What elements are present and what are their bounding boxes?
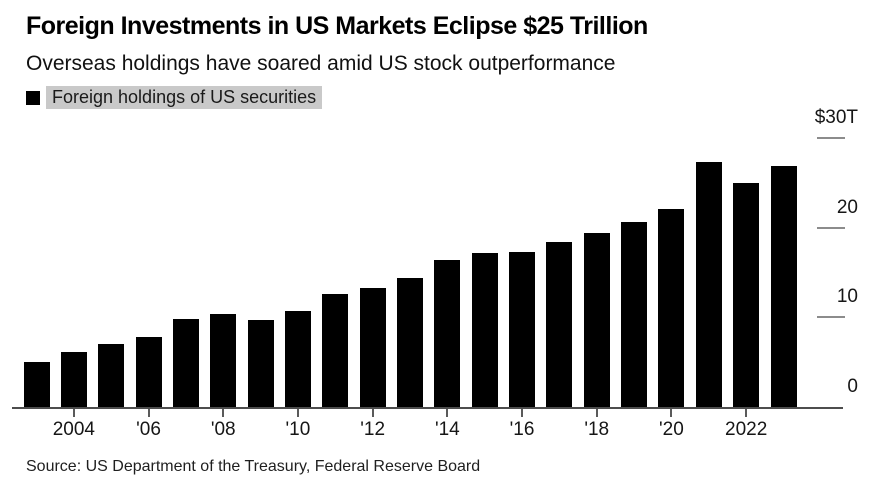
- bar-2006: [135, 337, 162, 407]
- bar-2013: [397, 277, 423, 407]
- x-axis-label-2018: '18: [584, 419, 610, 440]
- bar-2019: [621, 222, 648, 407]
- x-axis-label-2010: '10: [285, 419, 311, 440]
- y-axis-label-0: 0: [847, 376, 858, 397]
- x-axis-tick-2016: [521, 409, 524, 417]
- chart-subtitle: Overseas holdings have soared amid US st…: [26, 52, 616, 75]
- x-axis-tick-2004: [72, 409, 75, 417]
- bar-2015: [471, 252, 498, 407]
- x-axis-label-2004: 2004: [52, 419, 95, 440]
- legend-label: Foreign holdings of US securities: [46, 86, 323, 109]
- bar-2021: [695, 162, 722, 407]
- x-axis-tick-2010: [296, 409, 299, 417]
- x-axis-tick-2022: [745, 409, 748, 417]
- bar-2003: [23, 362, 50, 407]
- y-axis-tick-20: [817, 226, 845, 229]
- x-axis-label-2008: '08: [210, 419, 236, 440]
- bar-2004: [60, 352, 87, 407]
- bar-2008: [210, 313, 237, 407]
- x-axis-label-2020: '20: [659, 419, 684, 440]
- bar-2007: [172, 319, 199, 407]
- x-axis-tick-2008: [222, 409, 225, 417]
- y-axis-tick-30: [817, 137, 845, 139]
- bar-2010: [284, 311, 311, 407]
- bar-2014: [434, 259, 461, 407]
- bar-2023: [770, 165, 797, 407]
- x-axis-label-2016: '16: [509, 419, 535, 440]
- x-axis-tick-2020: [670, 409, 673, 417]
- bar-2009: [247, 320, 274, 407]
- x-axis-label-2012: '12: [360, 419, 386, 440]
- y-axis-label-20: 20: [836, 196, 858, 218]
- bar-2012: [359, 287, 386, 407]
- y-axis-tick-10: [817, 316, 845, 319]
- x-axis-tick-2012: [371, 409, 374, 417]
- legend-swatch-icon: [26, 90, 40, 105]
- bar-2018: [583, 233, 610, 407]
- bar-2017: [546, 242, 573, 407]
- y-axis-label-10: 10: [836, 286, 858, 308]
- x-axis-tick-2006: [147, 409, 150, 417]
- legend: Foreign holdings of US securities: [26, 86, 323, 109]
- source-note: Source: US Department of the Treasury, F…: [26, 458, 481, 475]
- bar-2016: [509, 251, 536, 407]
- x-axis-tick-2018: [595, 409, 598, 417]
- bar-2022: [733, 182, 760, 407]
- x-axis-label-2006: '06: [136, 419, 161, 440]
- y-axis-label-30: $30T: [814, 107, 858, 128]
- bar-2005: [98, 344, 125, 407]
- bar-2011: [322, 294, 349, 407]
- chart-title: Foreign Investments in US Markets Eclips…: [26, 12, 648, 40]
- x-axis-label-2022: 2022: [725, 419, 768, 440]
- x-axis-label-2014: '14: [434, 419, 460, 440]
- x-axis-line: [12, 407, 843, 409]
- bar-2020: [658, 208, 685, 407]
- x-axis-tick-2014: [446, 409, 449, 417]
